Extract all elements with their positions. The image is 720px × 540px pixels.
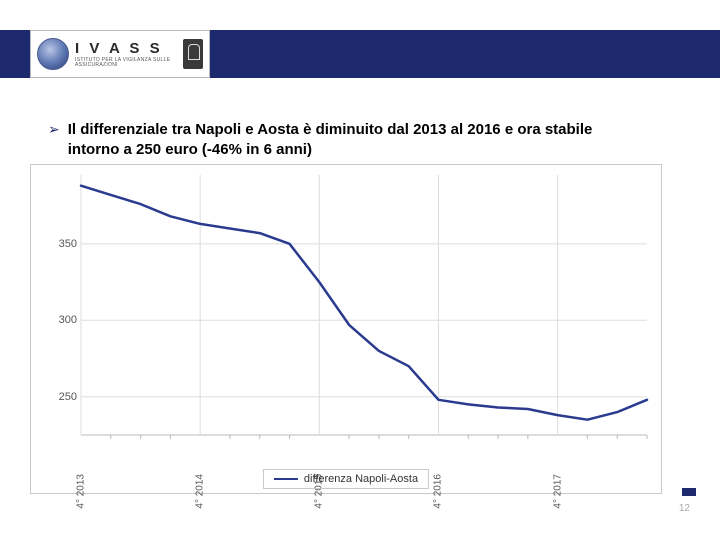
- x-tick-label: 4° 2013: [76, 474, 87, 509]
- x-tick-label: 4° 2017: [552, 474, 563, 509]
- x-tick-label: 4° 2016: [433, 474, 444, 509]
- x-tick-label: 4° 2014: [195, 474, 206, 509]
- line-chart-svg: [81, 175, 647, 435]
- bullet-line-2: intorno a 250 euro (-46% in 6 anni): [68, 141, 312, 158]
- chart-plot-area: 250300350 4° 20134° 20144° 20154° 20164°…: [81, 175, 647, 435]
- page-number: 12: [679, 503, 690, 514]
- logo-text: I V A S S ISTITUTO PER LA VIGILANZA SULL…: [75, 41, 177, 68]
- ivass-logo: I V A S S ISTITUTO PER LA VIGILANZA SULL…: [30, 30, 210, 78]
- y-tick-label: 300: [51, 314, 77, 326]
- corner-accent: [682, 488, 696, 496]
- y-tick-label: 350: [51, 238, 77, 250]
- legend-swatch: [274, 478, 298, 480]
- y-tick-label: 250: [51, 391, 77, 403]
- logo-name: I V A S S: [75, 41, 177, 56]
- bullet-item: ➢ Il differenziale tra Napoli e Aosta è …: [48, 120, 690, 161]
- legend-label: differenza Napoli-Aosta: [304, 473, 418, 485]
- logo-subtitle: ISTITUTO PER LA VIGILANZA SULLE ASSICURA…: [75, 58, 177, 68]
- bullet-arrow-icon: ➢: [48, 121, 60, 161]
- logo-seal-icon: [37, 38, 69, 70]
- bullet-text: Il differenziale tra Napoli e Aosta è di…: [68, 120, 593, 161]
- bullet-line-1: Il differenziale tra Napoli e Aosta è di…: [68, 121, 593, 138]
- chart-legend: differenza Napoli-Aosta: [263, 469, 429, 489]
- chart-container: 250300350 4° 20134° 20144° 20154° 20164°…: [30, 164, 662, 494]
- bank-italia-icon: [183, 39, 203, 69]
